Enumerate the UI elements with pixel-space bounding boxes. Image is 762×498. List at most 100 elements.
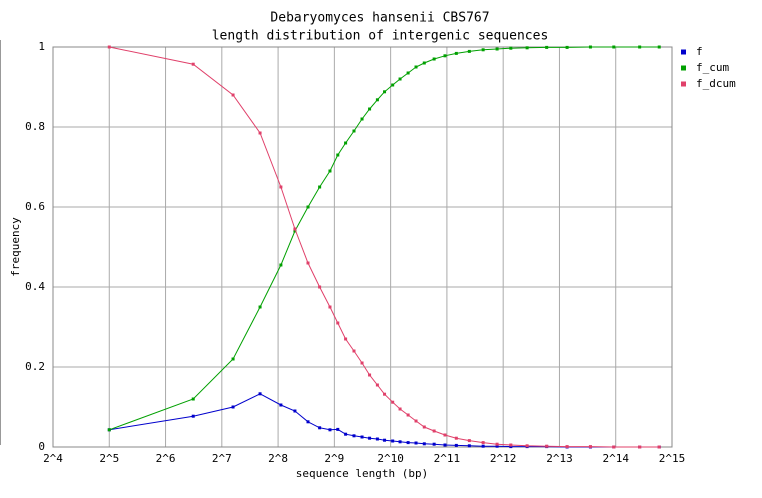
y-tick-label: 0 — [38, 440, 45, 453]
point — [414, 65, 418, 69]
point — [336, 321, 340, 325]
point — [612, 445, 616, 449]
y-tick-label: 0.4 — [25, 280, 45, 293]
point — [293, 227, 297, 231]
point — [467, 439, 471, 443]
point — [525, 444, 529, 448]
point — [398, 77, 402, 81]
point — [454, 51, 458, 55]
point — [422, 425, 426, 429]
point — [454, 436, 458, 440]
chart-subtitle: length distribution of intergenic sequen… — [212, 29, 549, 44]
point — [368, 436, 372, 440]
point — [565, 45, 569, 49]
point — [638, 45, 642, 49]
point — [231, 357, 235, 361]
point — [638, 445, 642, 449]
point — [467, 444, 471, 448]
point — [318, 185, 322, 189]
point — [344, 432, 348, 436]
chart-title: Debaryomyces hansenii CBS767 — [270, 11, 489, 26]
legend-label: f — [696, 45, 703, 58]
point — [336, 153, 340, 157]
y-axis-label: frequency — [9, 217, 22, 277]
point — [360, 117, 364, 121]
point — [231, 405, 235, 409]
point — [328, 428, 332, 432]
point — [509, 445, 513, 449]
point — [352, 349, 356, 353]
point — [360, 361, 364, 365]
point — [495, 47, 499, 51]
point — [495, 444, 499, 448]
point — [509, 443, 513, 447]
point — [383, 90, 387, 94]
point — [318, 426, 322, 430]
x-tick-label: 2^14 — [602, 452, 629, 465]
point — [612, 45, 616, 49]
point — [360, 435, 364, 439]
series-line — [109, 46, 660, 448]
point — [406, 413, 410, 417]
point — [481, 48, 485, 52]
x-tick-label: 2^9 — [324, 452, 344, 465]
point — [368, 373, 372, 377]
point — [107, 45, 111, 49]
plot-frame — [52, 46, 673, 448]
point — [191, 414, 195, 418]
point — [481, 441, 485, 445]
point — [545, 45, 549, 49]
y-tick-label: 1 — [38, 40, 45, 53]
x-tick-label: 2^8 — [268, 452, 288, 465]
y-tick-label: 0.8 — [25, 120, 45, 133]
legend-label: f_dcum — [696, 77, 736, 90]
point — [657, 45, 661, 49]
point — [336, 427, 340, 431]
point — [525, 46, 529, 50]
point — [328, 169, 332, 173]
point — [293, 229, 297, 233]
point — [352, 129, 356, 133]
point — [191, 397, 195, 401]
point — [368, 107, 372, 111]
point — [467, 49, 471, 53]
point — [107, 428, 111, 432]
x-tick-label: 2^6 — [156, 452, 176, 465]
point — [383, 392, 387, 396]
point — [231, 93, 235, 97]
x-tick-label: 2^4 — [43, 452, 63, 465]
point — [454, 443, 458, 447]
x-tick-label: 2^10 — [377, 452, 404, 465]
point — [481, 444, 485, 448]
point — [306, 205, 310, 209]
point — [383, 438, 387, 442]
point — [432, 57, 436, 61]
x-tick-label: 2^7 — [212, 452, 232, 465]
x-tick-label: 2^12 — [490, 452, 517, 465]
x-axis-label: sequence length (bp) — [296, 467, 428, 480]
point — [328, 305, 332, 309]
point — [344, 337, 348, 341]
point — [398, 407, 402, 411]
point — [432, 442, 436, 446]
point — [495, 442, 499, 446]
point — [657, 445, 661, 449]
point — [391, 83, 395, 87]
x-tick-label: 2^15 — [659, 452, 686, 465]
point — [258, 305, 262, 309]
x-tick-label: 2^5 — [99, 452, 119, 465]
legend-label: f_cum — [696, 61, 729, 74]
point — [306, 261, 310, 265]
series-line — [109, 46, 660, 431]
point — [588, 445, 592, 449]
legend-marker — [681, 49, 686, 55]
point — [545, 444, 549, 448]
point — [432, 429, 436, 433]
legend-marker — [681, 81, 686, 87]
point — [398, 440, 402, 444]
point — [306, 420, 310, 424]
point — [375, 437, 379, 441]
point — [293, 409, 297, 413]
point — [375, 383, 379, 387]
point — [443, 443, 447, 447]
